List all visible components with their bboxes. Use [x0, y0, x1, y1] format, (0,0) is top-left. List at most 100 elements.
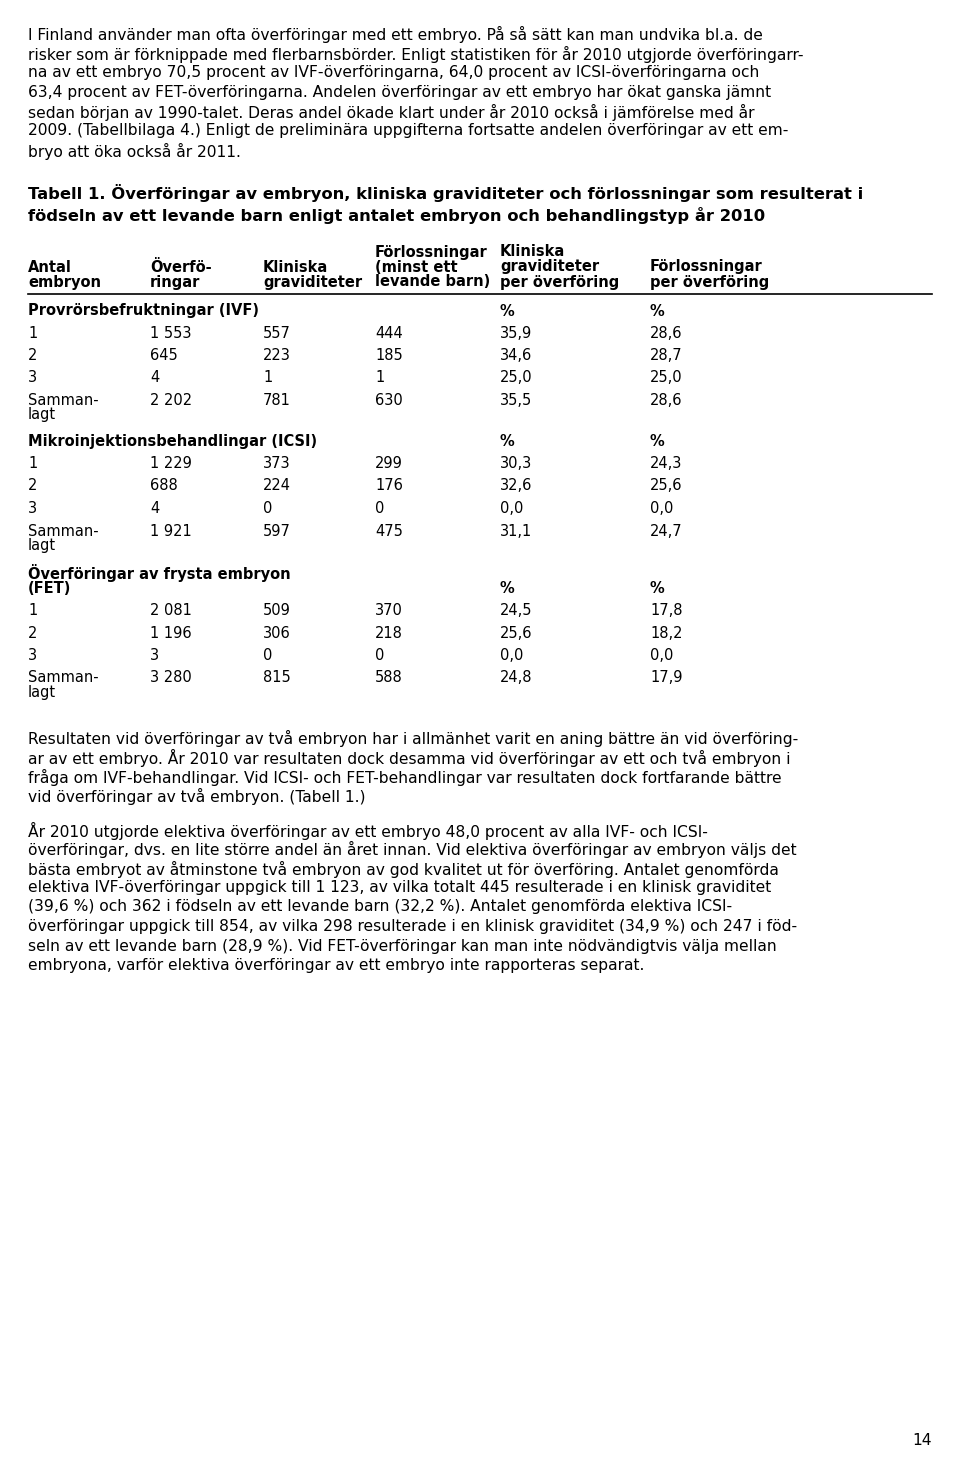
Text: 17,8: 17,8: [650, 602, 683, 618]
Text: Överfö-: Överfö-: [150, 259, 211, 275]
Text: 25,6: 25,6: [500, 626, 533, 640]
Text: 2 202: 2 202: [150, 393, 192, 408]
Text: Antal: Antal: [28, 259, 72, 275]
Text: 2: 2: [28, 478, 37, 494]
Text: Förlossningar: Förlossningar: [650, 259, 763, 275]
Text: födseln av ett levande barn enligt antalet embryon och behandlingstyp år 2010: födseln av ett levande barn enligt antal…: [28, 206, 765, 224]
Text: 645: 645: [150, 348, 178, 363]
Text: graviditeter: graviditeter: [500, 259, 599, 275]
Text: 223: 223: [263, 348, 291, 363]
Text: levande barn): levande barn): [375, 275, 491, 289]
Text: 28,6: 28,6: [650, 326, 683, 341]
Text: 815: 815: [263, 671, 291, 686]
Text: 1: 1: [28, 326, 37, 341]
Text: 781: 781: [263, 393, 291, 408]
Text: na av ett embryo 70,5 procent av IVF-överföringarna, 64,0 procent av ICSI-överfö: na av ett embryo 70,5 procent av IVF-öve…: [28, 64, 759, 80]
Text: 24,8: 24,8: [500, 671, 533, 686]
Text: 24,5: 24,5: [500, 602, 533, 618]
Text: 1 921: 1 921: [150, 523, 192, 538]
Text: 557: 557: [263, 326, 291, 341]
Text: (minst ett: (minst ett: [375, 259, 458, 275]
Text: 0,0: 0,0: [650, 648, 673, 662]
Text: 224: 224: [263, 478, 291, 494]
Text: 0,0: 0,0: [500, 648, 523, 662]
Text: graviditeter: graviditeter: [263, 275, 362, 289]
Text: 370: 370: [375, 602, 403, 618]
Text: 34,6: 34,6: [500, 348, 532, 363]
Text: 299: 299: [375, 456, 403, 471]
Text: 2009. (Tabellbilaga 4.) Enligt de preliminära uppgifterna fortsatte andelen över: 2009. (Tabellbilaga 4.) Enligt de prelim…: [28, 123, 788, 139]
Text: per överföring: per överföring: [500, 275, 619, 289]
Text: embryona, varför elektiva överföringar av ett embryo inte rapporteras separat.: embryona, varför elektiva överföringar a…: [28, 958, 644, 974]
Text: lagt: lagt: [28, 686, 56, 700]
Text: 0: 0: [375, 501, 384, 516]
Text: 176: 176: [375, 478, 403, 494]
Text: 14: 14: [912, 1433, 932, 1447]
Text: 4: 4: [150, 501, 159, 516]
Text: (FET): (FET): [28, 580, 71, 596]
Text: ringar: ringar: [150, 275, 201, 289]
Text: 3: 3: [28, 370, 37, 386]
Text: 31,1: 31,1: [500, 523, 532, 538]
Text: 17,9: 17,9: [650, 671, 683, 686]
Text: elektiva IVF-överföringar uppgick till 1 123, av vilka totalt 445 resulterade i : elektiva IVF-överföringar uppgick till 1…: [28, 880, 771, 895]
Text: %: %: [650, 434, 664, 449]
Text: Samman-: Samman-: [28, 393, 99, 408]
Text: 3: 3: [28, 648, 37, 662]
Text: vid överföringar av två embryon. (Tabell 1.): vid överföringar av två embryon. (Tabell…: [28, 788, 366, 806]
Text: överföringar, dvs. en lite större andel än året innan. Vid elektiva överföringar: överföringar, dvs. en lite större andel …: [28, 841, 797, 858]
Text: bästa embryot av åtminstone två embryon av god kvalitet ut för överföring. Antal: bästa embryot av åtminstone två embryon …: [28, 861, 779, 877]
Text: 1: 1: [375, 370, 384, 386]
Text: 509: 509: [263, 602, 291, 618]
Text: 185: 185: [375, 348, 403, 363]
Text: 688: 688: [150, 478, 178, 494]
Text: 0: 0: [263, 648, 273, 662]
Text: 32,6: 32,6: [500, 478, 533, 494]
Text: 28,6: 28,6: [650, 393, 683, 408]
Text: 2 081: 2 081: [150, 602, 192, 618]
Text: 630: 630: [375, 393, 403, 408]
Text: 597: 597: [263, 523, 291, 538]
Text: 373: 373: [263, 456, 291, 471]
Text: 1 553: 1 553: [150, 326, 191, 341]
Text: 24,3: 24,3: [650, 456, 683, 471]
Text: 475: 475: [375, 523, 403, 538]
Text: 25,6: 25,6: [650, 478, 683, 494]
Text: 218: 218: [375, 626, 403, 640]
Text: 306: 306: [263, 626, 291, 640]
Text: 1: 1: [263, 370, 273, 386]
Text: Samman-: Samman-: [28, 671, 99, 686]
Text: 0,0: 0,0: [650, 501, 673, 516]
Text: Resultaten vid överföringar av två embryon har i allmänhet varit en aning bättre: Resultaten vid överföringar av två embry…: [28, 730, 799, 747]
Text: 2: 2: [28, 348, 37, 363]
Text: 28,7: 28,7: [650, 348, 683, 363]
Text: per överföring: per överföring: [650, 275, 769, 289]
Text: 4: 4: [150, 370, 159, 386]
Text: 1 196: 1 196: [150, 626, 192, 640]
Text: Förlossningar: Förlossningar: [375, 244, 488, 259]
Text: lagt: lagt: [28, 408, 56, 423]
Text: Kliniska: Kliniska: [263, 259, 328, 275]
Text: Överföringar av frysta embryon: Överföringar av frysta embryon: [28, 564, 291, 582]
Text: fråga om IVF-behandlingar. Vid ICSI- och FET-behandlingar var resultaten dock fo: fråga om IVF-behandlingar. Vid ICSI- och…: [28, 769, 781, 785]
Text: 1: 1: [28, 456, 37, 471]
Text: %: %: [500, 304, 515, 319]
Text: ar av ett embryo. År 2010 var resultaten dock desamma vid överföringar av ett oc: ar av ett embryo. År 2010 var resultaten…: [28, 749, 790, 768]
Text: 18,2: 18,2: [650, 626, 683, 640]
Text: Kliniska: Kliniska: [500, 244, 565, 259]
Text: Samman-: Samman-: [28, 523, 99, 538]
Text: sedan början av 1990-talet. Deras andel ökade klart under år 2010 också i jämför: sedan början av 1990-talet. Deras andel …: [28, 104, 755, 121]
Text: 25,0: 25,0: [650, 370, 683, 386]
Text: Mikroinjektionsbehandlingar (ICSI): Mikroinjektionsbehandlingar (ICSI): [28, 434, 317, 449]
Text: 2: 2: [28, 626, 37, 640]
Text: 3: 3: [28, 501, 37, 516]
Text: 1 229: 1 229: [150, 456, 192, 471]
Text: bryo att öka också år 2011.: bryo att öka också år 2011.: [28, 143, 241, 159]
Text: Tabell 1. Överföringar av embryon, kliniska graviditeter och förlossningar som r: Tabell 1. Överföringar av embryon, klini…: [28, 184, 863, 203]
Text: lagt: lagt: [28, 538, 56, 553]
Text: 588: 588: [375, 671, 403, 686]
Text: %: %: [650, 580, 664, 596]
Text: 35,9: 35,9: [500, 326, 532, 341]
Text: 0,0: 0,0: [500, 501, 523, 516]
Text: 30,3: 30,3: [500, 456, 532, 471]
